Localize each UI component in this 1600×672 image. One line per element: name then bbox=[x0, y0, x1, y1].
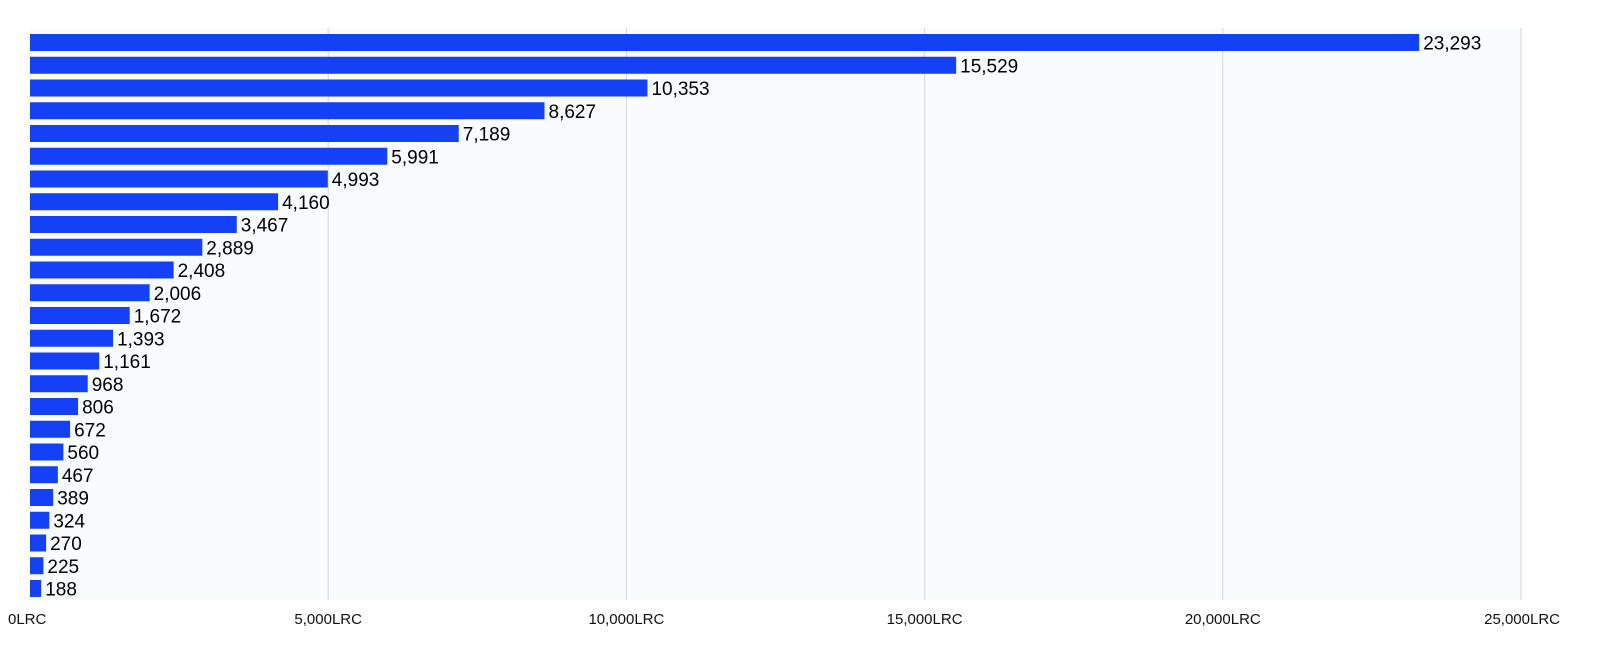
bar bbox=[30, 534, 47, 552]
x-tick-label: 0LRC bbox=[8, 611, 47, 628]
x-tick-label: 25,000LRC bbox=[1484, 611, 1560, 628]
bar-value-label: 4,993 bbox=[332, 170, 380, 191]
plot-area bbox=[30, 28, 1521, 600]
bar bbox=[30, 420, 71, 438]
bars bbox=[30, 34, 1420, 597]
bar bbox=[30, 307, 130, 324]
bar-value-label: 2,006 bbox=[154, 284, 202, 305]
gridlines bbox=[327, 28, 1522, 600]
bar-value-label: 1,161 bbox=[103, 352, 151, 373]
bar bbox=[30, 443, 64, 461]
bar bbox=[30, 261, 174, 279]
bar-value-label: 10,353 bbox=[651, 79, 709, 100]
bar-value-label: 15,529 bbox=[960, 56, 1018, 77]
bar bbox=[30, 329, 114, 347]
bar bbox=[30, 375, 88, 393]
x-tick-label: 20,000LRC bbox=[1185, 611, 1261, 628]
x-tick-label: 10,000LRC bbox=[588, 611, 664, 628]
bar-value-label: 3,467 bbox=[241, 216, 289, 237]
bar bbox=[30, 580, 42, 597]
data-labels: 23,293 15,529 10,353 8,627 7,189 5,991 4,9934,… bbox=[45, 34, 1481, 601]
bar bbox=[30, 56, 957, 74]
bar-value-label: 672 bbox=[74, 420, 106, 441]
bar-value-label: 23,293 bbox=[1423, 34, 1481, 55]
x-tick-label: 15,000LRC bbox=[887, 611, 963, 628]
bar bbox=[30, 216, 237, 233]
bar bbox=[30, 147, 388, 165]
bar bbox=[30, 170, 328, 188]
bar-value-label: 324 bbox=[53, 511, 85, 532]
bar-value-label: 1,672 bbox=[134, 307, 182, 328]
bar-value-label: 7,189 bbox=[463, 125, 511, 146]
bar bbox=[30, 125, 459, 142]
bar bbox=[30, 466, 58, 484]
bar-value-label: 4,160 bbox=[282, 193, 330, 214]
bar-value-label: 2,408 bbox=[178, 261, 226, 282]
bar bbox=[30, 102, 545, 120]
bar-value-label: 560 bbox=[67, 443, 99, 464]
x-axis-ticks: 0LRC 5,000LRC 10,000LRC 15,000LRC 20,000LRC 2… bbox=[8, 611, 1560, 628]
bar bbox=[30, 238, 203, 256]
bar bbox=[30, 489, 54, 506]
bar bbox=[30, 352, 100, 370]
bar-value-label: 2,889 bbox=[206, 238, 254, 259]
bar-value-label: 188 bbox=[45, 580, 77, 601]
bar bbox=[30, 511, 50, 529]
bar bbox=[30, 34, 1420, 51]
bar-value-label: 806 bbox=[82, 398, 114, 419]
bar-value-label: 467 bbox=[62, 466, 94, 487]
bar bbox=[30, 398, 79, 415]
bar-value-label: 968 bbox=[92, 375, 124, 396]
bar-value-label: 225 bbox=[47, 557, 79, 578]
bar bbox=[30, 193, 279, 211]
bar-value-label: 389 bbox=[57, 489, 89, 510]
bar bbox=[30, 557, 44, 575]
bar-value-label: 5,991 bbox=[391, 147, 439, 168]
x-tick-label: 5,000LRC bbox=[294, 611, 362, 628]
bar-value-label: 1,393 bbox=[117, 329, 165, 350]
bar-value-label: 270 bbox=[50, 534, 82, 555]
bar-value-label: 8,627 bbox=[549, 102, 597, 123]
bar bbox=[30, 79, 648, 97]
bar bbox=[30, 284, 150, 302]
